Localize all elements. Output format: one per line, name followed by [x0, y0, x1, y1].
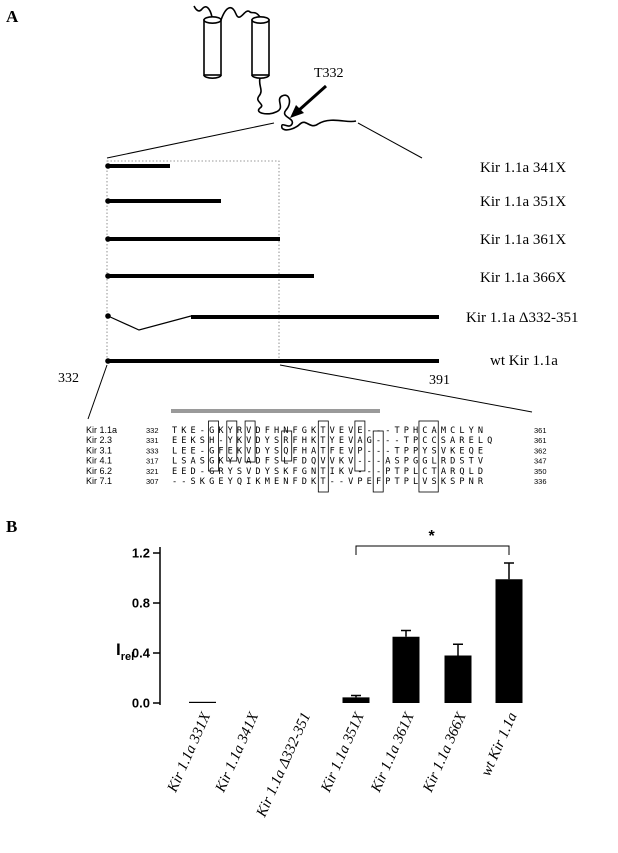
- alignment-row-name: Kir 2.3: [86, 435, 112, 445]
- alignment-row-end: 361: [534, 436, 547, 445]
- panel-b-label: B: [6, 517, 17, 536]
- alignment-row-start: 307: [146, 477, 159, 486]
- alignment-row-end: 336: [534, 477, 547, 486]
- alignment-row-sequence: LSASGKYVADFSLFDQVVKV---ASPGGLRDSTV: [172, 457, 483, 467]
- alignment-row-name: Kir 3.1: [86, 445, 112, 455]
- alignment-row-start: 332: [146, 426, 159, 435]
- end-position-label: 391: [429, 373, 450, 388]
- construct-351x: [105, 198, 221, 204]
- construct-341x: [105, 163, 170, 169]
- alignment-row-sequence: EEKSH-YKVDYSRFHKTYEVAG---TPCCSARELQ: [172, 436, 492, 446]
- significance-star: *: [429, 528, 436, 545]
- y-ticks: 0.0 0.4 0.8 1.2: [132, 546, 160, 711]
- bar: [342, 697, 370, 703]
- construct-label-341x: Kir 1.1a 341X: [480, 160, 566, 176]
- y-axis-label: Irel: [116, 640, 134, 663]
- alignment-row-start: 333: [146, 446, 159, 455]
- construct-label-delta332-351: Kir 1.1a Δ332-351: [466, 310, 579, 326]
- bar: [189, 701, 216, 703]
- alignment-row-name: Kir 7.1: [86, 476, 112, 486]
- sequence-alignment: Kir 1.1a 332 TKE-GKYRVDFHNFGKTVEVE---TPHCA…: [86, 420, 547, 493]
- x-category-label: Kir 1.1a 366X: [420, 709, 470, 795]
- alignment-row-sequence: LEE-GFEKVDYSQFHATFEVP---TPPYSVKEQE: [172, 446, 483, 456]
- construct-label-351x: Kir 1.1a 351X: [480, 194, 566, 210]
- y-tick-label: 0.4: [132, 646, 151, 661]
- y-tick-label: 1.2: [132, 546, 150, 561]
- alignment-row-end: 350: [534, 467, 547, 476]
- alignment-row-end: 361: [534, 426, 547, 435]
- t332-arrow: [290, 84, 327, 118]
- zoom-line-left: [106, 122, 275, 159]
- alignment-row-name: Kir 1.1a: [86, 425, 117, 435]
- alignment-row-name: Kir 4.1: [86, 456, 112, 466]
- highlight-region-bar: [171, 409, 380, 413]
- error-bars: [351, 562, 514, 698]
- construct-label-361x: Kir 1.1a 361X: [480, 232, 566, 248]
- alignment-row-start: 317: [146, 457, 159, 466]
- dotted-region-box: [106, 160, 280, 363]
- construct-delta332-351: [105, 313, 439, 331]
- alignment-row-start: 331: [146, 436, 159, 445]
- alignment-row-start: 321: [146, 467, 159, 476]
- construct-wt: [105, 358, 439, 364]
- carboxy-terminus: [257, 77, 357, 131]
- x-category-label: Kir 1.1a 351X: [318, 709, 368, 795]
- construct-366x: [105, 273, 314, 279]
- amino-terminus: [193, 5, 213, 18]
- alignment-row-end: 347: [534, 457, 547, 466]
- y-tick-label: 0.8: [132, 596, 150, 611]
- conserved-residue-boxes: [208, 420, 439, 493]
- bar: [444, 655, 472, 703]
- construct-361x: [105, 236, 280, 242]
- alignment-zoom-line-right: [279, 364, 533, 413]
- transmembrane-helix-1: [203, 15, 222, 79]
- construct-label-366x: Kir 1.1a 366X: [480, 270, 566, 286]
- bar: [392, 636, 420, 703]
- alignment-row-end: 362: [534, 446, 547, 455]
- extracellular-loop: [220, 7, 261, 21]
- transmembrane-helix-2: [251, 15, 270, 79]
- alignment-row-sequence: EED-GRYSVDYSKFGNTIKV---PTPLCTARQLD: [172, 467, 483, 477]
- alignment-row-name: Kir 6.2: [86, 466, 112, 476]
- x-category-label: Kir 1.1a Δ332-351: [253, 710, 314, 820]
- x-category-label: wt Kir 1.1a: [478, 710, 520, 779]
- y-tick-label: 0.0: [132, 696, 150, 711]
- construct-label-wt: wt Kir 1.1a: [490, 353, 558, 369]
- alignment-row-sequence: TKE-GKYRVDFHNFGKTVEVE---TPHCAMCLYN: [172, 426, 483, 436]
- channel-topology-diagram: [193, 5, 357, 131]
- bars: [189, 579, 523, 703]
- zoom-line-right: [357, 122, 423, 159]
- bar: [495, 579, 523, 703]
- start-position-label: 332: [58, 371, 79, 386]
- x-category-label: Kir 1.1a 361X: [368, 709, 418, 795]
- significance-bracket: [355, 545, 510, 555]
- alignment-zoom-line-left: [87, 364, 108, 420]
- x-category-label: Kir 1.1a 341X: [212, 709, 262, 795]
- x-category-label: Kir 1.1a 331X: [164, 709, 214, 795]
- mutation-site-label: T332: [314, 66, 344, 81]
- panel-a-label: A: [6, 7, 19, 26]
